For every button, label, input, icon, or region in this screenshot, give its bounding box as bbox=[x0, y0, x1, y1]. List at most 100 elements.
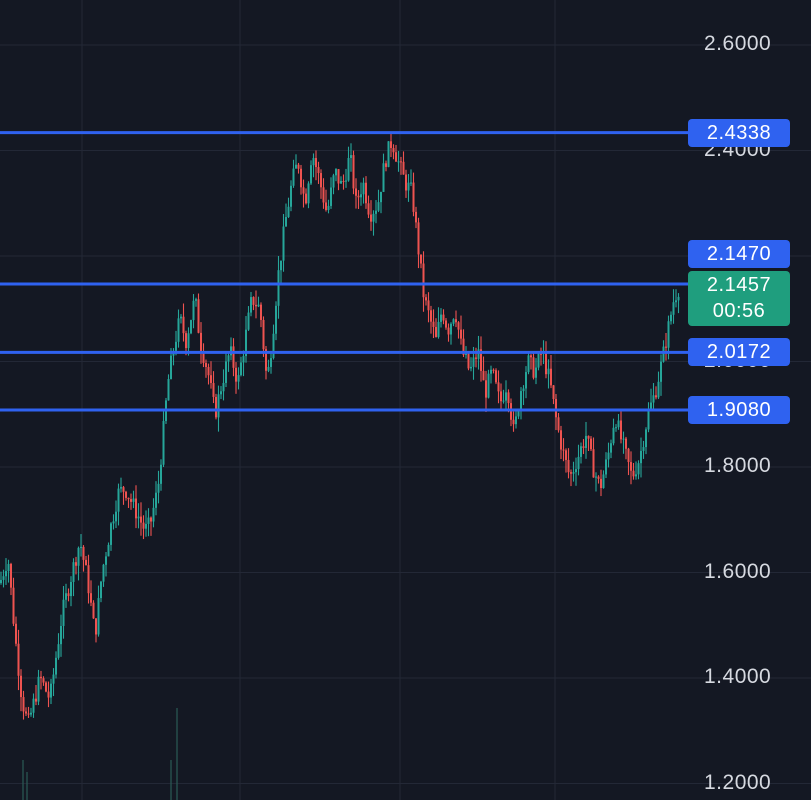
candle-body bbox=[210, 375, 212, 383]
candle-body bbox=[477, 349, 480, 359]
candle-body bbox=[517, 410, 520, 417]
candle-body bbox=[407, 182, 410, 191]
candle-body bbox=[625, 438, 627, 449]
candle-body bbox=[85, 559, 87, 566]
candle-body bbox=[250, 297, 252, 313]
candle-body bbox=[502, 400, 505, 402]
candle-body bbox=[27, 713, 30, 715]
candle-body bbox=[200, 332, 202, 352]
candle-body bbox=[367, 203, 370, 215]
candle-body bbox=[645, 429, 647, 448]
candle-body bbox=[552, 385, 555, 400]
candle-body bbox=[55, 657, 57, 675]
candle-body bbox=[147, 517, 150, 524]
candle-body bbox=[417, 222, 420, 255]
candle-body bbox=[375, 210, 377, 214]
candle-body bbox=[297, 164, 300, 169]
candle-body bbox=[570, 472, 572, 474]
candle-body bbox=[420, 254, 422, 264]
candle-body bbox=[217, 394, 220, 418]
candle-body bbox=[630, 462, 632, 471]
candle-body bbox=[292, 168, 295, 186]
candle-body bbox=[335, 169, 337, 176]
candle-body bbox=[395, 152, 397, 162]
candle-body bbox=[332, 175, 335, 188]
candle-body bbox=[142, 522, 145, 529]
candle-body bbox=[300, 168, 302, 188]
level-price-tag[interactable]: 2.0172 bbox=[688, 338, 790, 367]
candle-body bbox=[222, 382, 225, 392]
candle-body bbox=[177, 318, 180, 342]
candle-body bbox=[587, 435, 590, 439]
candle-body bbox=[235, 367, 237, 382]
candle-body bbox=[372, 213, 375, 222]
candle-body bbox=[422, 263, 425, 298]
candle-body bbox=[2, 576, 5, 580]
candle-body bbox=[582, 446, 585, 448]
candle-body bbox=[575, 469, 577, 473]
candle-body bbox=[635, 474, 637, 477]
candle-body bbox=[547, 368, 550, 375]
candle-body bbox=[135, 498, 137, 519]
candle-body bbox=[272, 333, 275, 359]
level-price-tag[interactable]: 2.1470 bbox=[688, 239, 790, 268]
candle-body bbox=[610, 443, 612, 453]
volume-bars bbox=[22, 708, 178, 800]
candle-body bbox=[362, 182, 365, 195]
candle-body bbox=[72, 562, 75, 582]
candle-body bbox=[550, 368, 552, 386]
candle-body bbox=[195, 299, 197, 301]
candle-body bbox=[505, 392, 507, 401]
candle-body bbox=[155, 492, 157, 508]
level-price-tag[interactable]: 2.4338 bbox=[688, 118, 790, 147]
candle-body bbox=[555, 399, 557, 418]
candle-body bbox=[190, 320, 192, 334]
candle-body bbox=[65, 593, 67, 600]
candle-body bbox=[137, 516, 140, 519]
candle-body bbox=[175, 341, 177, 351]
candle-body bbox=[215, 396, 217, 418]
candle-body bbox=[45, 682, 47, 692]
candle-body bbox=[545, 352, 547, 375]
candle-body bbox=[530, 355, 532, 358]
candle-body bbox=[225, 361, 227, 383]
candle-body bbox=[327, 205, 330, 211]
candle-body bbox=[232, 346, 235, 368]
candle-body bbox=[57, 644, 60, 658]
candle-body bbox=[405, 174, 407, 191]
candle-body bbox=[595, 476, 597, 478]
candle-body bbox=[32, 698, 35, 713]
candle-body bbox=[35, 698, 37, 702]
candle-body bbox=[377, 202, 380, 211]
candle-body bbox=[515, 416, 517, 425]
candle-body bbox=[637, 463, 640, 475]
candle-body bbox=[590, 438, 592, 450]
horizontal-levels bbox=[0, 131, 688, 412]
candle-body bbox=[380, 191, 382, 203]
candle-body bbox=[592, 449, 595, 478]
candle-body bbox=[602, 474, 605, 489]
candle-body bbox=[385, 163, 387, 167]
candle-body bbox=[500, 391, 502, 402]
level-price-tag[interactable]: 1.9080 bbox=[688, 396, 790, 425]
candle-body bbox=[102, 564, 105, 582]
candle-body bbox=[370, 214, 372, 222]
candle-body bbox=[522, 388, 525, 392]
candle-body bbox=[410, 182, 412, 184]
candle-body bbox=[290, 185, 292, 207]
candle-body bbox=[462, 338, 465, 355]
candle-body bbox=[365, 182, 367, 204]
candle-body bbox=[397, 161, 400, 163]
candle-body bbox=[307, 183, 310, 204]
candle-body bbox=[622, 438, 625, 440]
candle-body bbox=[10, 563, 12, 588]
candle-body bbox=[560, 430, 562, 450]
candle-body bbox=[507, 392, 510, 404]
candle-body bbox=[415, 211, 417, 223]
candle-body bbox=[585, 435, 587, 448]
candle-body bbox=[220, 391, 222, 395]
candle-body bbox=[157, 483, 160, 493]
candle-body bbox=[180, 316, 182, 319]
candle-body bbox=[475, 357, 477, 359]
